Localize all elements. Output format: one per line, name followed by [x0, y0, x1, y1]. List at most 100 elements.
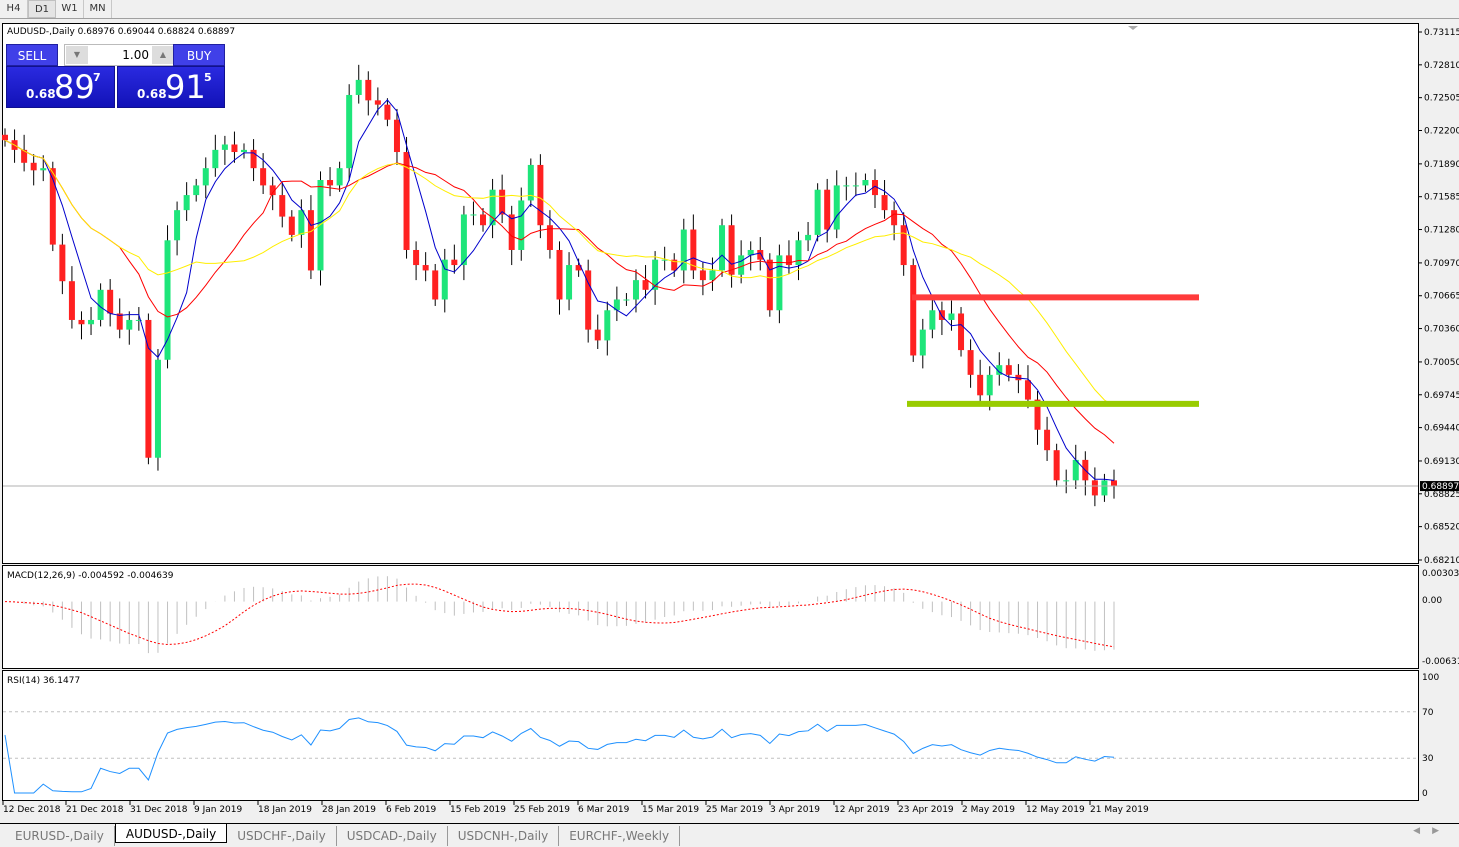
price-axis-label: 0.72200 [1424, 126, 1459, 136]
ma-mid-line [4, 139, 1115, 444]
tab-usdchf[interactable]: USDCHF-,Daily [227, 826, 337, 846]
date-axis-label: 15 Feb 2019 [450, 805, 506, 815]
rsi-scale-label: 100 [1422, 673, 1439, 683]
chart-tabs: EURUSD-,Daily AUDUSD-,Daily USDCHF-,Dail… [0, 823, 1459, 847]
rsi-scale-label: 30 [1422, 754, 1434, 764]
date-axis-label: 28 Jan 2019 [322, 805, 376, 815]
bull-candle [518, 200, 525, 250]
bear-candle [250, 149, 257, 169]
sell-button[interactable]: SELL [6, 44, 58, 66]
price-axis-label: 0.70360 [1424, 325, 1459, 335]
date-axis-label: 25 Mar 2019 [706, 805, 763, 815]
ma-fast-line [4, 99, 1115, 481]
date-axis-label: 15 Mar 2019 [642, 805, 699, 815]
bull-candle [212, 149, 219, 169]
bull-candle [986, 374, 993, 396]
bear-candle [824, 189, 831, 230]
bear-candle [546, 225, 553, 250]
tab-audusd[interactable]: AUDUSD-,Daily [114, 824, 228, 843]
bear-candle [432, 270, 439, 300]
bull-candle [202, 168, 209, 186]
macd-scale-label: 0.003035 [1422, 569, 1459, 579]
bull-candle [709, 270, 716, 281]
bear-candle [59, 244, 66, 282]
bear-candle [891, 210, 898, 226]
bear-candle [1111, 480, 1117, 486]
tab-eurchf[interactable]: EURCHF-,Weekly [559, 826, 681, 846]
timeframe-h4[interactable]: H4 [0, 0, 28, 18]
bull-candle [346, 94, 353, 169]
date-axis-label: 6 Mar 2019 [578, 805, 630, 815]
bear-candle [575, 265, 582, 271]
bull-candle [948, 313, 955, 320]
bear-candle [671, 259, 678, 271]
bear-candle [374, 100, 381, 105]
bear-candle [594, 329, 601, 341]
bull-candle [355, 79, 362, 95]
bear-candle [967, 350, 974, 375]
bear-candle [365, 79, 372, 101]
bull-candle [1063, 480, 1070, 482]
lot-size-stepper[interactable]: ▼ 1.00 ▲ [64, 44, 176, 66]
bear-candle [403, 152, 410, 250]
current-price-label: 0.68897 [1422, 482, 1459, 492]
tab-usdcnh[interactable]: USDCNH-,Daily [448, 826, 560, 846]
sell-price-pips: 89 [54, 68, 95, 106]
bear-candle [757, 249, 764, 260]
price-axis-label: 0.71890 [1424, 160, 1459, 170]
bear-candle [21, 149, 28, 163]
bear-candle [1015, 374, 1022, 381]
bull-candle [336, 168, 343, 186]
bull-candle [221, 144, 228, 150]
bear-candle [68, 281, 75, 320]
bear-candle [585, 270, 592, 330]
bull-candle [40, 168, 47, 171]
bull-candle [126, 319, 133, 330]
bear-candle [881, 195, 888, 211]
chart-title: AUDUSD-,Daily 0.68976 0.69044 0.68824 0.… [7, 27, 236, 37]
timeframe-d1[interactable]: D1 [28, 0, 56, 18]
decrease-lot-icon[interactable]: ▼ [66, 46, 88, 64]
bull-candle [623, 299, 630, 301]
bull-candle [241, 149, 248, 153]
timeframe-mn[interactable]: MN [84, 0, 112, 18]
bear-candle [499, 189, 506, 215]
bear-candle [1034, 399, 1041, 430]
buy-price[interactable]: 0.68 91 5 [117, 66, 225, 108]
price-axis-label: 0.68210 [1424, 556, 1459, 566]
bear-candle [556, 249, 563, 300]
date-axis-label: 3 Apr 2019 [770, 805, 820, 815]
bear-candle [1024, 380, 1031, 400]
price-axis-label: 0.69745 [1424, 391, 1459, 401]
bear-candle [107, 289, 114, 314]
buy-button[interactable]: BUY [173, 44, 225, 66]
bear-candle [900, 225, 907, 266]
tab-eurusd[interactable]: EURUSD-,Daily [5, 826, 115, 846]
sell-price[interactable]: 0.68 89 7 [6, 66, 115, 108]
date-axis-label: 6 Feb 2019 [386, 805, 437, 815]
bear-candle [1044, 429, 1051, 451]
bull-candle [814, 189, 821, 235]
bull-candle [795, 240, 802, 266]
bear-candle [422, 265, 429, 271]
bear-candle [958, 313, 965, 351]
buy-price-fraction: 5 [204, 71, 212, 84]
increase-lot-icon[interactable]: ▲ [152, 46, 174, 64]
date-axis-label: 31 Dec 2018 [130, 805, 188, 815]
price-axis-label: 0.69440 [1424, 424, 1459, 434]
bear-candle [231, 144, 238, 153]
bear-candle [642, 280, 649, 290]
tab-usdcad[interactable]: USDCAD-,Daily [337, 826, 448, 846]
rsi-label: RSI(14) 36.1477 [7, 676, 80, 686]
bear-candle [451, 259, 458, 266]
bull-candle [566, 265, 573, 300]
bear-candle [2, 134, 8, 141]
tab-scroll-arrows-icon[interactable]: ◀▶ [1413, 826, 1451, 836]
date-axis-label: 18 Jan 2019 [258, 805, 312, 815]
timeframe-w1[interactable]: W1 [56, 0, 84, 18]
bull-candle [174, 210, 181, 241]
bear-candle [288, 216, 295, 235]
rsi-line [4, 717, 1115, 794]
lot-size-input[interactable]: 1.00 [122, 48, 149, 62]
